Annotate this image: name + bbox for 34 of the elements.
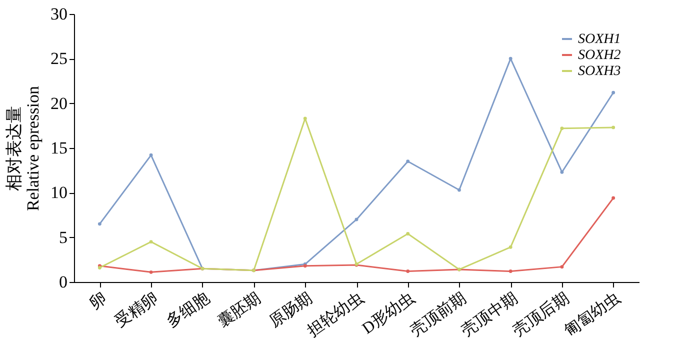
y-tick-label: 0 <box>59 272 68 292</box>
y-tick-label: 20 <box>50 94 68 113</box>
point <box>612 196 616 200</box>
point <box>149 240 153 244</box>
point <box>406 270 410 274</box>
point <box>149 153 153 157</box>
point <box>354 218 358 222</box>
y-tick-label: 25 <box>50 49 68 68</box>
point <box>98 222 102 226</box>
point <box>303 116 307 120</box>
point <box>508 270 512 274</box>
point <box>457 188 461 192</box>
point <box>508 245 512 249</box>
legend-label: SOXH3 <box>578 64 621 79</box>
point <box>406 160 410 164</box>
point <box>508 56 512 60</box>
point <box>560 265 564 269</box>
x-tick-label: 囊胚期 <box>214 288 264 331</box>
x-tick-label: 受精卵 <box>112 288 162 331</box>
point <box>612 90 616 94</box>
legend-label: SOXH2 <box>578 48 621 63</box>
y-tick-label: 10 <box>50 183 68 202</box>
point <box>149 270 153 274</box>
y-tick-label: 5 <box>59 228 68 247</box>
y-axis-title: 相对表达量 Relative epression <box>4 85 42 212</box>
y-tick-label: 30 <box>50 4 68 24</box>
point <box>560 170 564 174</box>
legend-label: SOXH1 <box>578 32 621 47</box>
x-tick-label: 卵 <box>86 288 110 313</box>
x-tick-label: 多细胞 <box>163 288 213 331</box>
y-tick-label: 15 <box>50 138 68 158</box>
point <box>560 126 564 130</box>
point <box>406 232 410 236</box>
point <box>612 126 616 130</box>
